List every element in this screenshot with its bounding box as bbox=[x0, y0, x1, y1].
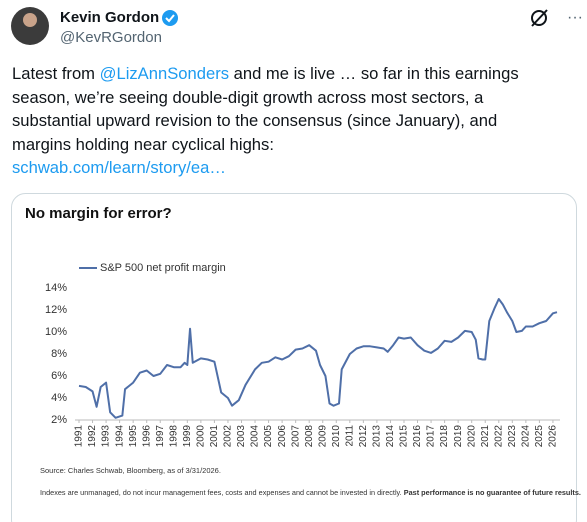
y-tick-label: 14% bbox=[45, 282, 67, 294]
x-tick-label: 2009 bbox=[317, 425, 328, 448]
x-tick-label: 2018 bbox=[439, 425, 450, 448]
x-tick-label: 2020 bbox=[466, 425, 477, 448]
x-tick-label: 2025 bbox=[534, 425, 545, 448]
x-tick-label: 2001 bbox=[209, 425, 220, 448]
legend-label: S&P 500 net profit margin bbox=[100, 262, 226, 274]
y-tick-label: 10% bbox=[45, 326, 67, 338]
x-tick-label: 1992 bbox=[87, 425, 98, 448]
x-tick-label: 2006 bbox=[277, 425, 288, 448]
link[interactable]: schwab.com/learn/story/ea… bbox=[12, 158, 226, 177]
grok-icon[interactable] bbox=[531, 9, 548, 27]
more-menu[interactable]: ··· bbox=[567, 9, 583, 26]
text: and me is live … so far in this earnings… bbox=[12, 64, 519, 154]
x-tick-label: 2019 bbox=[453, 425, 464, 448]
chart-title: No margin for error? bbox=[25, 205, 172, 222]
disclaimer-text: Indexes are unmanaged, do not incur mana… bbox=[40, 488, 404, 497]
x-tick-label: 2015 bbox=[399, 425, 410, 448]
disclaimer: Indexes are unmanaged, do not incur mana… bbox=[40, 488, 581, 497]
x-tick-label: 2012 bbox=[358, 425, 369, 448]
x-tick-label: 1998 bbox=[168, 425, 179, 448]
y-tick-label: 8% bbox=[51, 348, 67, 360]
x-tick-label: 2022 bbox=[493, 425, 504, 448]
x-tick-label: 1993 bbox=[101, 425, 112, 448]
x-tick-label: 2004 bbox=[250, 425, 261, 448]
x-tick-label: 2010 bbox=[331, 425, 342, 448]
avatar-face bbox=[23, 13, 37, 27]
y-tick-label: 12% bbox=[45, 304, 67, 316]
x-tick-label: 2005 bbox=[263, 425, 274, 448]
x-tick-label: 2014 bbox=[385, 425, 396, 448]
x-tick-label: 2017 bbox=[426, 425, 437, 448]
author-name[interactable]: Kevin Gordon bbox=[60, 9, 159, 26]
disclaimer-bold: Past performance is no guarantee of futu… bbox=[404, 488, 581, 497]
y-tick-label: 2% bbox=[51, 414, 67, 426]
x-tick-label: 1995 bbox=[128, 425, 139, 448]
verified-badge bbox=[162, 10, 178, 26]
y-tick-label: 4% bbox=[51, 392, 67, 404]
text: Latest from bbox=[12, 64, 100, 83]
mention[interactable]: @LizAnnSonders bbox=[99, 64, 230, 83]
x-tick-label: 2026 bbox=[548, 425, 559, 448]
x-tick-label: 2016 bbox=[412, 425, 423, 448]
x-tick-label: 1996 bbox=[141, 425, 152, 448]
x-tick-label: 2023 bbox=[507, 425, 518, 448]
x-tick-label: 2003 bbox=[236, 425, 247, 448]
x-tick-label: 2011 bbox=[344, 425, 355, 447]
data-line bbox=[78, 298, 558, 419]
tweet-text: Latest from @LizAnnSonders and me is liv… bbox=[12, 62, 560, 180]
x-tick-label: 2013 bbox=[372, 425, 383, 448]
y-tick-label: 6% bbox=[51, 370, 67, 382]
author-handle[interactable]: @KevRGordon bbox=[60, 29, 162, 46]
x-tick-label: 1997 bbox=[155, 425, 166, 448]
source-note: Source: Charles Schwab, Bloomberg, as of… bbox=[40, 466, 221, 475]
x-tick-label: 1999 bbox=[182, 425, 193, 448]
x-tick-label: 2000 bbox=[196, 425, 207, 448]
x-tick-label: 2007 bbox=[290, 425, 301, 448]
x-tick-label: 2021 bbox=[480, 425, 491, 448]
media-card[interactable] bbox=[11, 193, 577, 522]
x-tick-label: 2008 bbox=[304, 425, 315, 448]
verified-check bbox=[165, 14, 175, 23]
x-tick-label: 1994 bbox=[114, 425, 125, 448]
x-tick-label: 2024 bbox=[520, 425, 531, 448]
x-tick-label: 2002 bbox=[223, 425, 234, 448]
x-tick-label: 1991 bbox=[74, 425, 85, 448]
